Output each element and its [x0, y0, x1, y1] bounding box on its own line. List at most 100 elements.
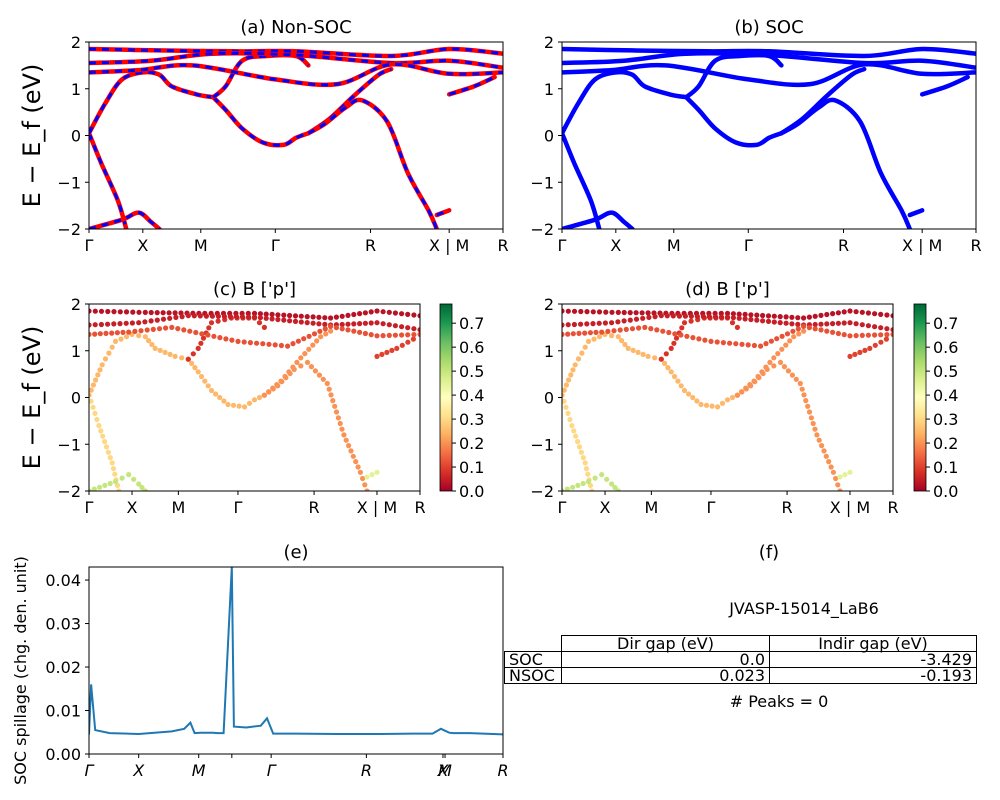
band-point [852, 351, 858, 357]
band-point [665, 365, 671, 371]
band-point [833, 475, 839, 482]
band-point [801, 323, 807, 329]
table-col-indir: Indir gap (eV) [769, 635, 977, 652]
band-point [328, 323, 334, 329]
peaks-label: # Peaks = 0 [730, 692, 829, 711]
band-point [324, 380, 330, 387]
band-point [351, 311, 357, 318]
band-point [609, 333, 615, 339]
band-point [865, 310, 872, 316]
x-tick-label: R [497, 761, 508, 780]
band-point [883, 336, 890, 342]
y-tick-label: 2 [71, 33, 81, 52]
band-point [173, 314, 179, 320]
band-point [708, 338, 714, 344]
band-point [806, 325, 813, 331]
band-point [343, 437, 349, 443]
y-tick-label: 0.00 [45, 745, 81, 764]
band-point [748, 383, 754, 389]
gap-table: Dir gap (eV) Indir gap (eV) SOC 0.0 -3.4… [504, 635, 977, 684]
band-point [281, 317, 287, 323]
band-line [562, 69, 689, 136]
y-tick-label: 0.01 [45, 702, 81, 721]
band-point [142, 309, 148, 315]
band-line-dash [448, 75, 496, 96]
band-point [828, 464, 834, 470]
band-point [754, 312, 760, 318]
band-line [562, 51, 976, 70]
band-point [679, 325, 685, 331]
band-point [603, 309, 609, 315]
band-point [799, 386, 805, 392]
band-point [172, 310, 178, 316]
band-point [585, 471, 591, 477]
band-point [803, 398, 809, 404]
band-point [275, 316, 281, 323]
band-point [662, 360, 668, 366]
band-point [351, 328, 357, 334]
band-point [380, 309, 386, 315]
band-point [774, 336, 780, 342]
band-point [172, 353, 178, 359]
band-line-dash [307, 98, 439, 229]
band-point [386, 322, 392, 328]
band-point [890, 327, 893, 333]
band-point [89, 308, 92, 314]
band-point [590, 309, 596, 315]
band-line [683, 94, 784, 148]
band-point [123, 320, 129, 326]
band-point [562, 398, 567, 404]
band-point [225, 401, 231, 408]
band-point [92, 331, 98, 337]
band-point [154, 317, 160, 323]
band-point [627, 310, 633, 316]
band-point [298, 313, 304, 319]
band-point [734, 324, 741, 330]
band-point [765, 318, 772, 324]
band-point [269, 311, 275, 317]
x-tick-label: X [127, 498, 138, 517]
band-point [189, 360, 195, 366]
band-point [351, 321, 357, 327]
band-point [316, 314, 322, 320]
band-point [576, 330, 582, 336]
band-point [571, 308, 578, 314]
band-point [126, 329, 132, 335]
band-point [748, 316, 754, 323]
band-point [694, 398, 700, 404]
band-point [266, 389, 272, 395]
band-point [681, 320, 688, 326]
band-point [566, 377, 572, 383]
band-point [842, 472, 848, 478]
band-point [91, 486, 97, 491]
band-point [751, 342, 758, 349]
band-point [584, 309, 590, 315]
colorbar-tick-label: 0.3 [459, 410, 484, 429]
x-tick-label: X [600, 498, 611, 517]
band-point [292, 318, 299, 324]
band-point [312, 368, 318, 374]
band-point [368, 309, 374, 315]
band-point [337, 420, 343, 427]
band-point [257, 311, 263, 317]
band-point [771, 313, 777, 319]
band-point [596, 334, 603, 340]
band-point [781, 364, 788, 370]
band-point [837, 474, 843, 480]
band-point [623, 326, 629, 332]
band-point [793, 376, 799, 382]
band-point [668, 369, 674, 375]
band-point [878, 311, 884, 317]
x-tick-label: M [192, 761, 206, 780]
band-point [562, 387, 567, 393]
band-point [812, 426, 818, 432]
band-point [847, 308, 853, 314]
band-point [251, 314, 258, 320]
band-point [824, 328, 830, 334]
band-point [678, 332, 684, 338]
band-point [107, 480, 113, 487]
band-point [209, 313, 215, 319]
band-point [578, 449, 585, 455]
band-point [266, 341, 272, 347]
band-point [111, 321, 117, 327]
